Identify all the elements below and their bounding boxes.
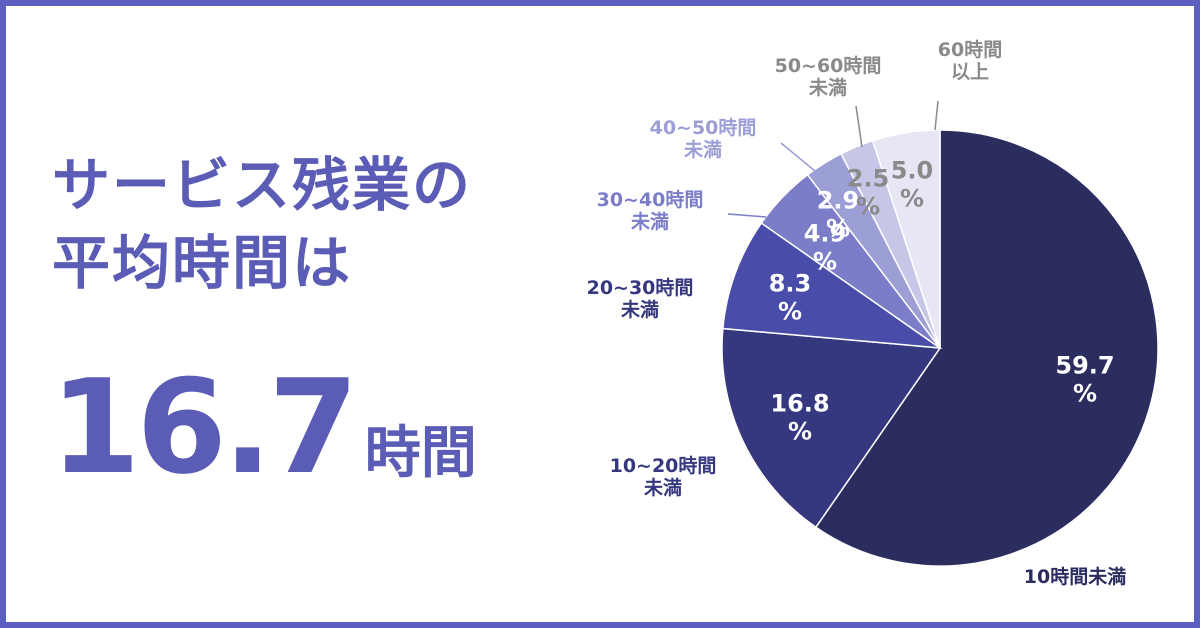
category-label: 30~40時間 未満 xyxy=(596,189,704,233)
value-label: 16.8 % xyxy=(770,389,830,445)
leader-line xyxy=(934,100,939,131)
value-label: 4.9 % xyxy=(803,219,847,275)
leader-line xyxy=(855,105,863,148)
category-label: 20~30時間 未満 xyxy=(586,277,694,321)
chart-title: サービス残業の 平均時間は xyxy=(52,151,473,297)
value-label: 59.7 % xyxy=(1055,351,1115,407)
value-label: 5.0 % xyxy=(890,156,934,212)
leader-line xyxy=(727,213,767,218)
category-label: 10~20時間 未満 xyxy=(609,455,717,499)
category-label: 50~60時間 未満 xyxy=(774,55,882,99)
value-label: 2.9 % xyxy=(816,186,860,242)
average-unit: 時間 xyxy=(364,421,477,486)
pie-chart xyxy=(721,100,1159,567)
value-label: 8.3 % xyxy=(768,269,812,325)
category-label: 40~50時間 未満 xyxy=(649,117,757,161)
pie-slice xyxy=(721,327,942,529)
average: 16.7 時間 xyxy=(50,351,477,503)
pie-slice xyxy=(722,221,943,349)
leader-line xyxy=(780,142,822,177)
pie-slice xyxy=(814,129,1159,567)
average-value: 16.7 xyxy=(50,351,359,503)
pie-slice xyxy=(871,129,941,349)
category-label: 60時間 以上 xyxy=(937,39,1003,83)
value-label: 2.5 % xyxy=(846,164,890,220)
category-label: 10時間未満 xyxy=(1023,566,1127,589)
